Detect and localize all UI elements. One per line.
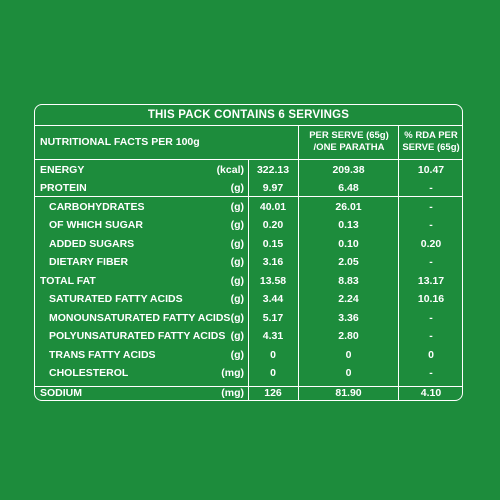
nutrient-name: SATURATED FATTY ACIDS [49,293,183,306]
value-per-100g: 40.01 [259,201,287,214]
table-row: ENERGY (kcal) 322.13 209.38 10.47 [35,161,462,179]
nutrient-unit: (g) [230,330,244,343]
table-row: TOTAL FAT (g) 13.58 8.83 13.17 [35,272,462,290]
nutrient-unit: (g) [230,312,244,325]
value-per-serve: 0 [345,367,352,380]
value-per-serve: 6.48 [338,182,359,195]
table-row: POLYUNSATURATED FATTY ACIDS (g) 4.31 2.80 - [35,327,462,345]
nutrient-unit: (g) [230,201,244,214]
table-row: SODIUM (mg) 126 81.90 4.10 [35,384,462,402]
nutrient-unit: (mg) [221,367,244,380]
value-rda: - [429,219,433,232]
value-per-100g: 3.16 [262,256,284,269]
header-per-serve: PER SERVE (65g) /ONE PARATHA [309,130,389,153]
value-per-serve: 81.90 [335,387,362,400]
table-row: PROTEIN (g) 9.97 6.48 - [35,179,462,197]
nutrient-name: PROTEIN [40,182,87,195]
value-rda: 0 [428,349,434,362]
nutrient-unit: (g) [230,256,244,269]
header-rda: % RDA PER SERVE (65g) [402,130,460,153]
nutrient-name: OF WHICH SUGAR [49,219,143,232]
table-row: MONOUNSATURATED FATTY ACIDS (g) 5.17 3.36 - [35,309,462,327]
value-per-100g: 0.15 [262,238,284,251]
table-row: DIETARY FIBER (g) 3.16 2.05 - [35,253,462,271]
value-per-100g: 0.20 [262,219,284,232]
nutrient-unit: (g) [230,219,244,232]
column-divider [398,125,399,400]
nutrition-table: THIS PACK CONTAINS 6 SERVINGS NUTRITIONA… [34,104,463,401]
value-per-serve: 2.24 [338,293,359,306]
header-nutrition-label: NUTRITIONAL FACTS PER 100g [40,136,200,148]
value-per-100g: 5.17 [262,312,284,325]
value-per-serve: 2.80 [338,330,359,343]
nutrient-name: DIETARY FIBER [49,256,129,269]
nutrient-name: POLYUNSATURATED FATTY ACIDS [49,330,226,343]
value-per-100g: 126 [264,387,282,400]
nutrient-name: CARBOHYDRATES [49,201,145,214]
nutrient-name: MONOUNSATURATED FATTY ACIDS [49,312,231,325]
nutrient-unit: (g) [230,349,244,362]
table-title: THIS PACK CONTAINS 6 SERVINGS [35,105,462,126]
table-row: SATURATED FATTY ACIDS (g) 3.44 2.24 10.16 [35,290,462,308]
table-row: TRANS FATTY ACIDS (g) 0 0 0 [35,346,462,364]
value-per-serve: 209.38 [332,164,365,177]
column-divider [298,125,299,400]
column-divider [248,159,249,400]
value-per-100g: 322.13 [256,164,290,177]
group-divider [35,386,462,387]
nutrient-unit: (mg) [221,387,244,400]
nutrient-name: ENERGY [40,164,85,177]
value-per-serve: 2.05 [338,256,359,269]
nutrient-name: ADDED SUGARS [49,238,135,251]
value-rda: 13.17 [417,275,445,288]
value-per-100g: 3.44 [262,293,284,306]
nutrient-name: TOTAL FAT [40,275,96,288]
nutrient-name: TRANS FATTY ACIDS [49,349,156,362]
value-rda: 10.47 [417,164,445,177]
nutrient-unit: (kcal) [216,164,244,177]
value-per-serve: 3.36 [338,312,359,325]
value-rda: - [429,367,433,380]
value-rda: - [429,182,433,195]
value-rda: - [429,201,433,214]
nutrient-name: CHOLESTEROL [49,367,129,380]
value-per-serve: 0.10 [338,238,359,251]
value-per-100g: 0 [270,349,276,362]
nutrient-unit: (g) [230,275,244,288]
group-divider [35,196,462,197]
table-row: ADDED SUGARS (g) 0.15 0.10 0.20 [35,235,462,253]
value-per-serve: 8.83 [338,275,359,288]
table-row: CHOLESTEROL (mg) 0 0 - [35,364,462,382]
value-per-serve: 26.01 [335,201,362,214]
value-per-100g: 0 [270,367,276,380]
value-per-serve: 0.13 [338,219,359,232]
nutrient-unit: (g) [230,238,244,251]
value-rda: - [429,312,433,325]
value-per-100g: 9.97 [262,182,284,195]
table-row: CARBOHYDRATES (g) 40.01 26.01 - [35,198,462,216]
value-per-serve: 0 [345,349,352,362]
value-rda: - [429,330,433,343]
nutrient-name: SODIUM [40,387,82,400]
value-per-100g: 13.58 [259,275,287,288]
nutrient-unit: (g) [230,182,244,195]
value-rda: - [429,256,433,269]
value-rda: 0.20 [420,238,442,251]
table-row: OF WHICH SUGAR (g) 0.20 0.13 - [35,216,462,234]
value-rda: 10.16 [417,293,445,306]
nutrient-unit: (g) [230,293,244,306]
value-rda: 4.10 [420,387,442,400]
value-per-100g: 4.31 [262,330,284,343]
